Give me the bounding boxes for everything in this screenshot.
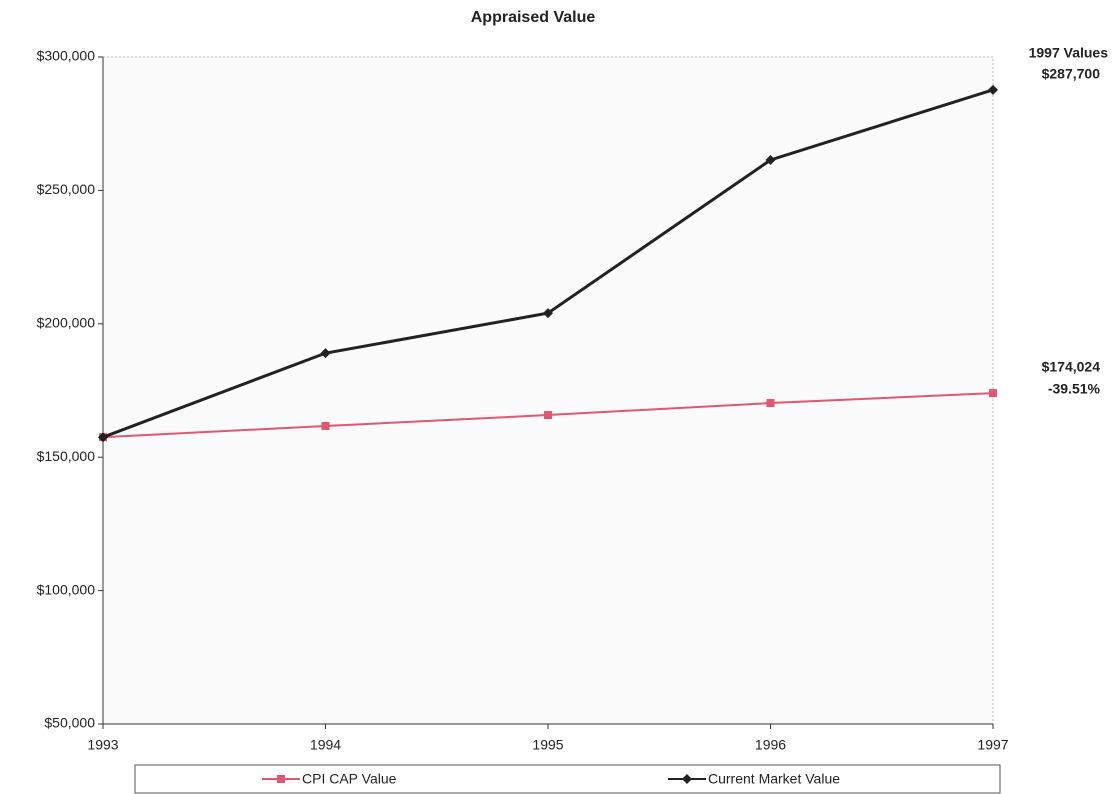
y-tick-label: $200,000 xyxy=(37,315,96,331)
data-point xyxy=(543,308,553,319)
data-point xyxy=(98,432,108,443)
data-point xyxy=(765,154,776,165)
annotation: -39.51% xyxy=(1048,381,1101,397)
data-point xyxy=(320,348,331,359)
x-tick-label: 1996 xyxy=(755,737,786,753)
data-point xyxy=(321,421,330,430)
x-tick-label: 1997 xyxy=(977,737,1008,753)
chart-title: Appraised Value xyxy=(471,9,596,26)
x-tick-label: 1995 xyxy=(532,737,563,753)
y-tick-label: $100,000 xyxy=(37,581,96,597)
x-tick-label: 1994 xyxy=(310,737,341,753)
data-point xyxy=(989,389,997,398)
legend-marker xyxy=(682,774,692,784)
legend-label: CPI CAP Value xyxy=(302,771,397,787)
legend-label: Current Market Value xyxy=(708,771,840,787)
y-tick-label: $300,000 xyxy=(37,48,96,64)
y-tick-label: $150,000 xyxy=(37,448,96,464)
annotation: 1997 Values xyxy=(1029,45,1109,61)
data-point xyxy=(988,84,998,95)
annotation: $174,024 xyxy=(1042,359,1101,375)
data-point xyxy=(766,399,775,408)
annotation: $287,700 xyxy=(1042,66,1101,82)
legend-marker xyxy=(277,775,285,783)
y-tick-label: $50,000 xyxy=(44,715,95,731)
y-tick-label: $250,000 xyxy=(37,181,96,197)
x-tick-label: 1993 xyxy=(87,737,118,753)
plot-area xyxy=(102,56,994,725)
data-point xyxy=(544,411,552,420)
